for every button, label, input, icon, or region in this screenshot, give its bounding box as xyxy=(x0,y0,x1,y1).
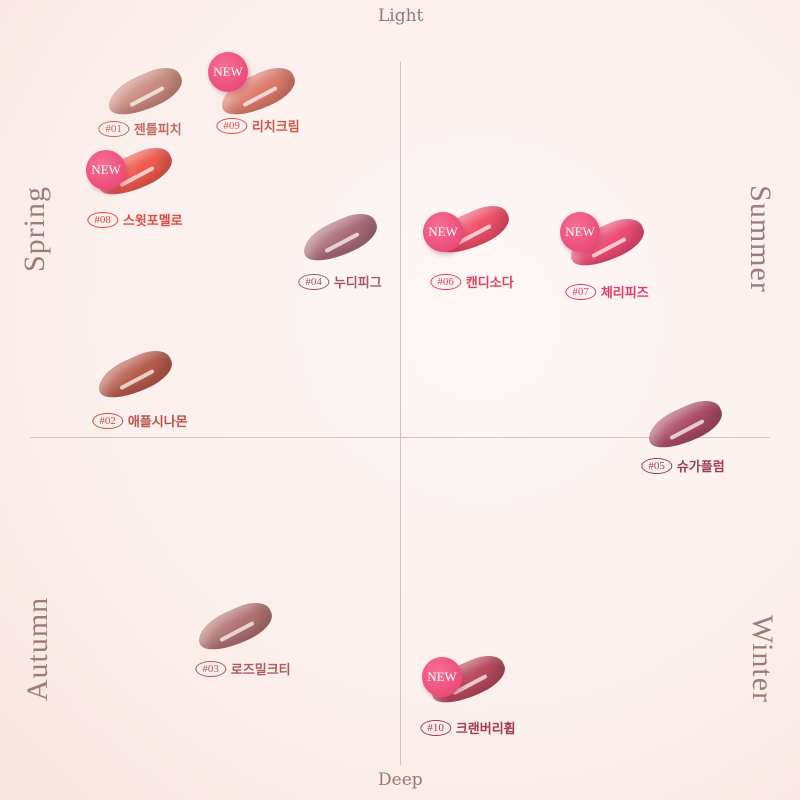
shade-number: #05 xyxy=(641,457,672,474)
new-badge: NEW xyxy=(423,212,463,252)
shade-number: #02 xyxy=(92,412,123,429)
shade-number: #01 xyxy=(98,120,129,137)
shade-number: #07 xyxy=(565,283,596,300)
shade-label: #04 누디피그 xyxy=(298,272,382,291)
lip-swatch xyxy=(642,393,728,457)
shade-number: #09 xyxy=(216,117,247,134)
shade-number: #03 xyxy=(195,660,226,677)
lip-swatch xyxy=(192,595,278,659)
shade-number: #06 xyxy=(430,273,461,290)
new-badge: NEW xyxy=(422,657,462,697)
shade-name: 리치크림 xyxy=(251,120,300,135)
season-spring: Spring xyxy=(18,185,52,273)
lip-swatch xyxy=(297,206,383,270)
shade-name: 체리피즈 xyxy=(600,286,649,301)
lip-swatch xyxy=(102,60,188,124)
shade-label: #07 체리피즈 xyxy=(565,282,649,301)
shade-name: 누디피그 xyxy=(333,276,382,291)
axis-label-deep: Deep xyxy=(378,770,423,790)
new-badge: NEW xyxy=(86,150,126,190)
shade-number: #04 xyxy=(298,273,329,290)
axis-label-light: Light xyxy=(378,6,424,26)
new-badge: NEW xyxy=(208,52,248,92)
shade-name: 크랜버리휩 xyxy=(455,722,516,737)
new-badge: NEW xyxy=(560,212,600,252)
shade-number: #10 xyxy=(420,719,451,736)
shade-label: #02 애플시나몬 xyxy=(92,411,188,430)
shade-label: #03 로즈밀크티 xyxy=(195,659,291,678)
shade-label: #06 캔디소다 xyxy=(430,272,514,291)
shade-label: #09 리치크림 xyxy=(216,116,300,135)
shade-name: 슈가플럼 xyxy=(676,460,725,475)
shade-name: 캔디소다 xyxy=(465,276,514,291)
season-winter: Winter xyxy=(746,614,780,704)
shade-label: #01 젠틀피치 xyxy=(98,119,182,138)
shade-label: #08 스윗포멜로 xyxy=(87,210,183,229)
horizontal-axis xyxy=(30,437,770,438)
shade-number: #08 xyxy=(87,211,118,228)
shade-label: #10 크랜버리휩 xyxy=(420,718,516,737)
season-summer: Summer xyxy=(743,185,777,293)
shade-name: 애플시나몬 xyxy=(127,415,188,430)
shade-name: 젠틀피치 xyxy=(133,123,182,138)
season-autumn: Autumn xyxy=(21,596,55,702)
vertical-axis xyxy=(400,62,401,765)
shade-name: 로즈밀크티 xyxy=(230,663,291,678)
shade-label: #05 슈가플럼 xyxy=(641,456,725,475)
lip-swatch xyxy=(92,343,178,407)
shade-name: 스윗포멜로 xyxy=(122,214,183,229)
